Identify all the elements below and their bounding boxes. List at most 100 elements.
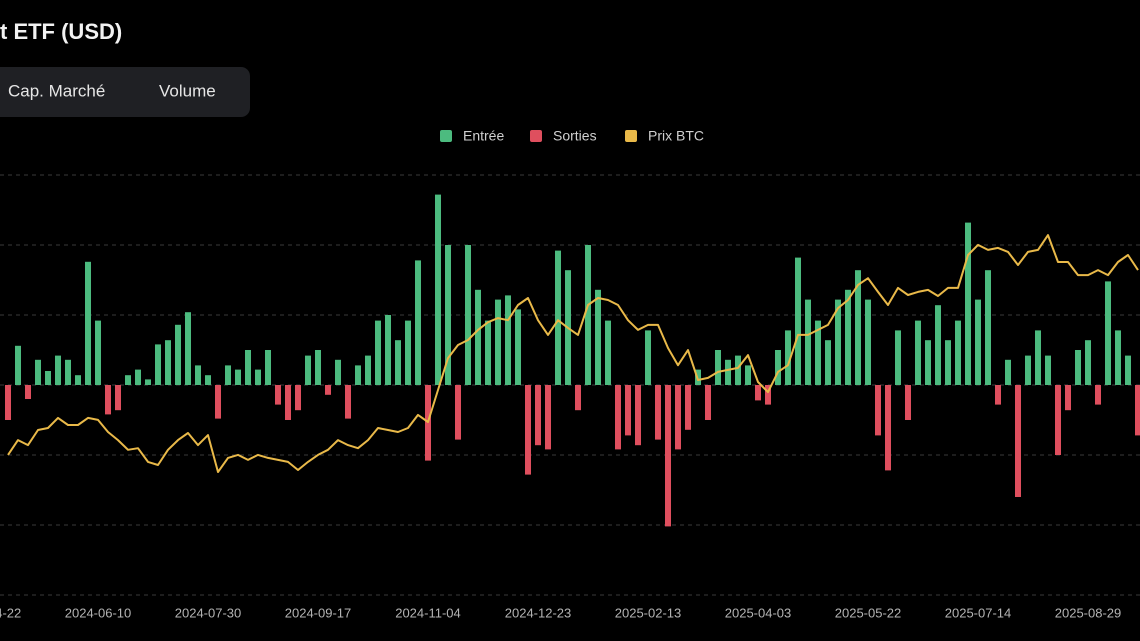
bar	[635, 385, 641, 446]
bar	[905, 385, 911, 420]
legend-label: Sorties	[553, 128, 597, 144]
bar	[475, 289, 481, 385]
bar	[1075, 350, 1081, 385]
bar	[75, 375, 81, 385]
bar	[345, 385, 351, 419]
bar	[225, 365, 231, 385]
bar	[655, 385, 661, 440]
x-tick-label: 2024-04-22	[0, 605, 21, 620]
bar	[35, 359, 41, 385]
bar	[385, 315, 391, 385]
x-tick-label: 2025-08-29	[1055, 605, 1122, 620]
bar	[115, 385, 121, 411]
bar	[125, 375, 131, 385]
bar	[435, 194, 441, 385]
bar	[675, 385, 681, 450]
bar	[885, 385, 891, 471]
bar	[55, 355, 61, 385]
bar	[725, 359, 731, 385]
bar	[665, 385, 671, 527]
tab[interactable]: Volume	[159, 81, 216, 100]
bar	[485, 320, 491, 385]
bar	[815, 320, 821, 385]
bar	[445, 245, 451, 385]
bar	[1015, 385, 1021, 497]
bar	[355, 365, 361, 385]
bar	[85, 261, 91, 385]
tab[interactable]: Cap. Marché	[8, 81, 105, 100]
bar	[525, 385, 531, 475]
x-tick-label: 2024-06-10	[65, 605, 132, 620]
x-tick-label: 2025-05-22	[835, 605, 902, 620]
bar	[935, 305, 941, 385]
bar	[745, 365, 751, 385]
bar	[555, 250, 561, 385]
bar	[955, 320, 961, 385]
page-title: t ETF (USD)	[0, 19, 122, 44]
bar	[785, 330, 791, 385]
bar	[1055, 385, 1061, 455]
bar	[285, 385, 291, 420]
bar	[1125, 355, 1131, 385]
bar	[545, 385, 551, 450]
bar	[105, 385, 111, 415]
bar	[1115, 330, 1121, 385]
bar	[515, 309, 521, 385]
bar	[685, 385, 691, 430]
bar	[265, 350, 271, 385]
bar	[945, 340, 951, 385]
bar	[405, 320, 411, 385]
bar	[575, 385, 581, 411]
bar	[625, 385, 631, 436]
bar	[205, 375, 211, 385]
x-tick-label: 2024-09-17	[285, 605, 352, 620]
bar	[775, 350, 781, 385]
bar	[305, 355, 311, 385]
bar	[195, 365, 201, 385]
bar	[995, 385, 1001, 405]
price-line	[7, 234, 1139, 473]
bar	[735, 355, 741, 385]
bar	[275, 385, 281, 405]
bar	[505, 295, 511, 385]
bar	[585, 245, 591, 385]
bar	[865, 299, 871, 385]
bar	[915, 320, 921, 385]
bar	[165, 340, 171, 385]
bar	[295, 385, 301, 411]
bar	[455, 385, 461, 440]
bar	[705, 385, 711, 420]
bar	[975, 299, 981, 385]
bar	[495, 299, 501, 385]
bar	[595, 289, 601, 385]
x-tick-label: 2024-11-04	[395, 605, 461, 620]
bar	[175, 324, 181, 385]
tab-group	[0, 67, 250, 117]
bar	[155, 344, 161, 385]
bar	[1035, 330, 1041, 385]
bar	[95, 320, 101, 385]
bar	[15, 345, 21, 385]
bar	[185, 312, 191, 385]
bar	[1065, 385, 1071, 411]
bar	[845, 289, 851, 385]
bar	[1095, 385, 1101, 405]
x-tick-label: 2025-07-14	[945, 605, 1012, 620]
legend-swatch	[530, 130, 542, 142]
bar	[375, 320, 381, 385]
x-tick-label: 2025-04-03	[725, 605, 792, 620]
bar	[1135, 385, 1140, 436]
bar	[145, 379, 151, 385]
bar	[895, 330, 901, 385]
bar	[65, 359, 71, 385]
bar	[855, 270, 861, 385]
bar	[335, 359, 341, 385]
bar	[965, 222, 971, 385]
x-tick-label: 2024-07-30	[175, 605, 242, 620]
bar	[1105, 281, 1111, 385]
bar	[1045, 355, 1051, 385]
bar	[365, 355, 371, 385]
bar	[825, 340, 831, 385]
bar	[835, 299, 841, 385]
